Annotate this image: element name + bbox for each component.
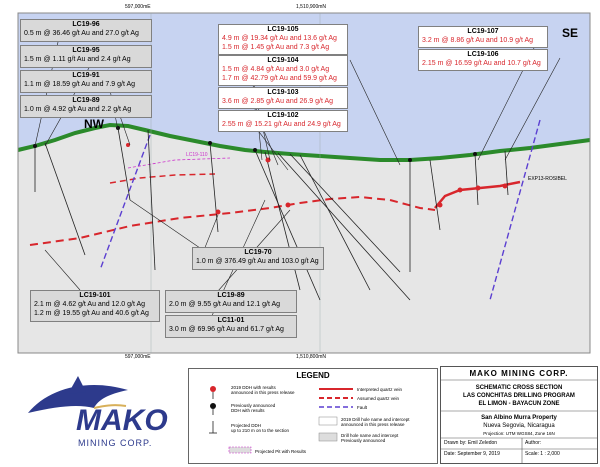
- intercept-markers: [126, 143, 508, 215]
- grid-label-north-bottom: 1,510,800mN: [296, 354, 327, 360]
- legend-item-previous-2: DDH with results: [231, 408, 265, 413]
- legend-item-assumed-vein: Assumed quartz vein: [357, 396, 400, 401]
- zone-nw: NW: [84, 117, 104, 131]
- tb-property: San Albino Murra Property: [481, 415, 557, 421]
- callout-lc19-101: LC19-101 2.1 m @ 4.62 g/t Au and 12.0 g/…: [30, 290, 160, 322]
- callout-lc19-106: LC19-106 2.15 m @ 16.59 g/t Au and 10.7 g…: [418, 49, 548, 71]
- title-block: MAKO MINING CORP. SCHEMATIC CROSS SECTIO…: [440, 366, 598, 464]
- legend: LEGEND 2019 DDH with results announced i…: [188, 368, 438, 464]
- collar-markers: [33, 126, 477, 162]
- callout-lc19-91: LC19-91 1.1 m @ 18.59 g/t Au and 7.9 g/t …: [20, 70, 152, 93]
- shark-logo-icon: [28, 376, 128, 413]
- tb-date: Date: September 9, 2019: [444, 451, 500, 457]
- callout-lc11-01: LC11-01 3.0 m @ 69.96 g/t Au and 61.7 g/t…: [165, 315, 297, 338]
- zone-se: SE: [562, 26, 579, 40]
- legend-item-prev-name-2: Previously announced: [341, 438, 386, 443]
- section-border: [17, 12, 591, 354]
- legend-item-prev-name: Drill hole name and intercept: [341, 433, 399, 438]
- upper-vein: [109, 173, 216, 184]
- tb-title-2: LAS CONCHITAS DRILLING PROGRAM: [463, 393, 575, 399]
- tb-scale: Scale: 1 : 2,000: [525, 451, 560, 457]
- logo-text: MAKO: [76, 404, 168, 437]
- tb-projection: Projection: UTM WGS84, Zone 16N: [483, 431, 555, 436]
- tb-author: Author:: [525, 440, 542, 446]
- callout-lc19-70: LC19-70 1.0 m @ 376.49 g/t Au and 103.0 g…: [192, 247, 324, 270]
- legend-item-projected-2: up to 210 m on to the section: [231, 428, 290, 433]
- grid-label-north-top: 1,510,900mN: [296, 4, 327, 10]
- ground-area: [18, 125, 590, 353]
- callout-lc19-95: LC19-95 1.5 m @ 1.11 g/t Au and 2.4 g/t A…: [20, 45, 152, 68]
- assumed-quartz-vein: [29, 195, 436, 246]
- legend-item-2019-ddh: 2019 DDH with results: [231, 385, 276, 390]
- legend-item-2019-ddh-2: announced in this press release: [231, 390, 295, 395]
- fault-2: [489, 119, 541, 301]
- legend-item-fault: Fault: [357, 405, 368, 410]
- logo-subtext: MINING CORP.: [78, 438, 153, 448]
- callout-lc19-104: LC19-104 1.5 m @ 4.84 g/t Au and 3.0 g/t…: [218, 55, 348, 86]
- company-logo: MAKO MINING CORP.: [8, 368, 184, 462]
- tb-title-3: EL LIMON - BAYACUN ZONE: [478, 401, 560, 407]
- callout-lc19-103: LC19-103 3.6 m @ 2.85 g/t Au and 26.9 g/t…: [218, 87, 348, 109]
- lc19-110-label: LC19-110: [186, 152, 208, 158]
- callout-lc19-105: LC19-105 4.9 m @ 19.34 g/t Au and 13.6 g…: [218, 24, 348, 55]
- legend-item-2019-name: 2019 Drill hole name and intercept: [341, 417, 410, 422]
- callout-lc19-89-upper: LC19-89 1.0 m @ 4.92 g/t Au and 2.2 g/t A…: [20, 95, 152, 118]
- tb-location: Nueva Segovia, Nicaragua: [483, 423, 555, 429]
- fault-1: [99, 134, 151, 271]
- callout-lc19-89: LC19-89 2.0 m @ 9.55 g/t Au and 12.1 g/t …: [165, 290, 297, 313]
- legend-item-previous: Previously announced: [231, 403, 276, 408]
- legend-title: LEGEND: [296, 371, 330, 380]
- legend-item-pit: Projected Pit with Results: [255, 449, 307, 454]
- callout-lc19-107: LC19-107 3.2 m @ 8.86 g/t Au and 10.9 g/t…: [418, 26, 548, 48]
- tb-title-1: SCHEMATIC CROSS SECTION: [475, 385, 563, 391]
- drill-holes: [34, 127, 509, 301]
- footer-panel: MAKO MINING CORP. LEGEND 2019 DDH with r…: [0, 362, 600, 464]
- tb-drawn: Drawn by: Emil Zeledon: [444, 440, 498, 446]
- exp13-label: EXP13-ROSIBEL: [528, 176, 567, 182]
- grid-label-east-bottom: 597,000mE: [125, 354, 151, 360]
- grid-label-east-top: 597,000mE: [125, 4, 151, 10]
- callout-lc19-96: LC19-96 0.5 m @ 36.46 g/t Au and 27.0 g/t…: [20, 19, 152, 42]
- legend-item-2019-name-2: announced in this press release: [341, 422, 405, 427]
- legend-item-interp-vein: Interpreted quartz vein: [357, 387, 403, 392]
- tb-company: MAKO MINING CORP.: [469, 369, 569, 378]
- legend-symbols: [209, 386, 353, 454]
- legend-item-projected: Projected DDH: [231, 423, 262, 428]
- projected-pit-line: [127, 157, 231, 169]
- callout-lc19-102: LC19-102 2.55 m @ 15.21 g/t Au and 24.9 g…: [218, 110, 348, 132]
- title-block-lines: [441, 379, 597, 463]
